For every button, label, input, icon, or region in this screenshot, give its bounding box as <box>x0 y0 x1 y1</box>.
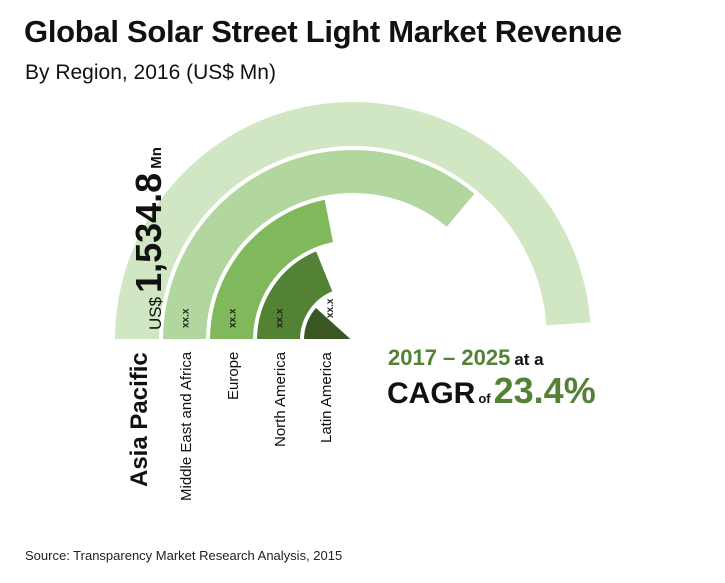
bar-north-america <box>254 248 335 341</box>
value-label-middle-east-and-africa: xx.x <box>181 308 192 328</box>
currency-label: US$ <box>146 296 165 330</box>
cagr-years: 2017 – 2025 <box>388 345 511 370</box>
cagr-at-a: at a <box>514 350 544 369</box>
value-label-europe: xx.x <box>228 308 239 328</box>
cagr-label: CAGR <box>387 377 476 410</box>
chart-title: Global Solar Street Light Market Revenue <box>24 14 622 49</box>
category-label-europe: Europe <box>225 351 242 400</box>
value-label-north-america: xx.x <box>275 308 286 328</box>
bar-middle-east-and-africa <box>160 148 478 341</box>
cagr-value-line: CAGR of23.4% <box>387 370 596 412</box>
category-label-asia-pacific: Asia Pacific <box>126 352 153 487</box>
chart-subtitle: By Region, 2016 (US$ Mn) <box>25 61 276 84</box>
value-label-latin-america: xx.x <box>325 298 336 318</box>
category-label-latin-america: Latin America <box>318 352 335 443</box>
source-note: Source: Transparency Market Research Ana… <box>25 548 343 563</box>
bar-asia-pacific <box>112 100 593 341</box>
bar-europe <box>207 197 336 341</box>
cagr-period: 2017 – 2025 at a <box>388 345 544 371</box>
asia-pacific-value-label: US$ 1,534.8 Mn <box>128 147 170 330</box>
value-number: 1,534.8 <box>128 172 169 293</box>
value-labels-group: xx.x xx.x xx.x xx.x <box>181 298 337 328</box>
bar-latin-america <box>301 305 356 341</box>
rings-group <box>112 100 593 341</box>
category-label-middle-east-and-africa: Middle East and Africa <box>178 351 195 501</box>
cagr-value: 23.4% <box>493 370 596 411</box>
cagr-of: of <box>478 391 491 406</box>
unit-label: Mn <box>148 147 165 169</box>
category-label-north-america: North America <box>272 351 289 447</box>
